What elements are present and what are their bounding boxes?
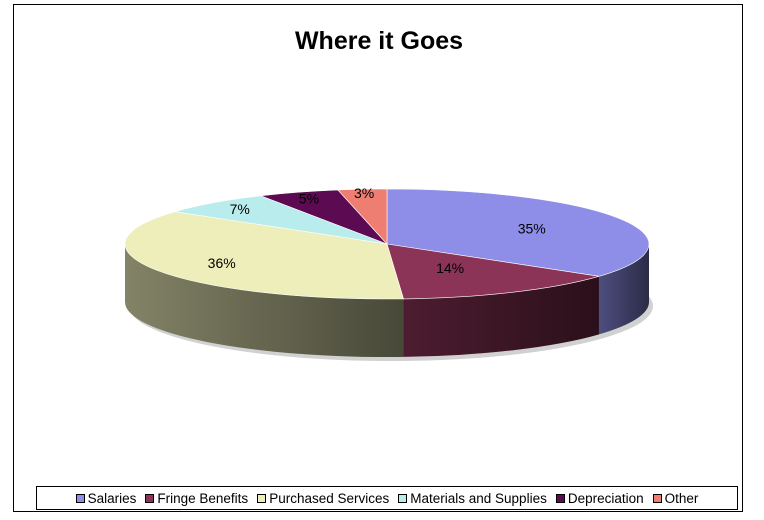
legend-item-fringe-benefits: Fringe Benefits — [145, 491, 248, 506]
legend-label: Salaries — [87, 490, 137, 506]
legend-swatch — [75, 493, 85, 503]
legend-swatch — [652, 493, 662, 503]
legend-swatch — [257, 493, 267, 503]
slice-label-purchased-services: 36% — [208, 255, 236, 271]
pie-slice-purchased-services — [124, 211, 404, 300]
legend-label: Materials and Supplies — [410, 490, 547, 506]
slice-label-salaries: 35% — [518, 221, 546, 237]
slice-label-fringe-benefits: 14% — [436, 260, 464, 276]
pie-chart: 35% 14% 36% 7% 5% 3% — [124, 185, 653, 361]
pie-side-shade-0 — [598, 244, 649, 335]
legend-label: Fringe Benefits — [157, 490, 249, 506]
pie-slice-fringe-benefits — [386, 243, 600, 300]
pie-side-shade-2 — [125, 244, 404, 357]
legend-label: Other — [664, 490, 699, 506]
legend-item-salaries: Salaries — [75, 490, 137, 506]
slice-label-depreciation: 5% — [299, 190, 319, 206]
legend-label: Depreciation — [567, 490, 644, 506]
legend-label: Purchased Services — [269, 490, 390, 506]
chart-frame: Where it Goes 35% 14% 36% 7% 5% 3% Salaries Fr… — [13, 4, 743, 512]
slice-label-other: 3% — [354, 185, 374, 201]
pie-side-shade-1 — [403, 276, 599, 357]
legend-item-materials-and-supplies: Materials and Supplies — [398, 491, 547, 506]
legend-item-purchased-services: Purchased Services — [257, 491, 389, 506]
legend-item-other: Other — [652, 490, 699, 506]
chart-title: Where it Goes — [294, 27, 464, 55]
slice-label-materials-and-supplies: 7% — [230, 201, 250, 217]
pie-slice-salaries — [386, 188, 650, 277]
legend-swatch — [398, 493, 408, 503]
pie-slice-materials-and-supplies — [174, 195, 388, 245]
legend-item-depreciation: Depreciation — [555, 490, 644, 506]
legend: Salaries Fringe Benefits Purchased Service… — [36, 486, 738, 510]
pie-slice-other — [337, 188, 388, 245]
legend-swatch — [555, 493, 565, 503]
legend-swatch — [145, 493, 155, 503]
